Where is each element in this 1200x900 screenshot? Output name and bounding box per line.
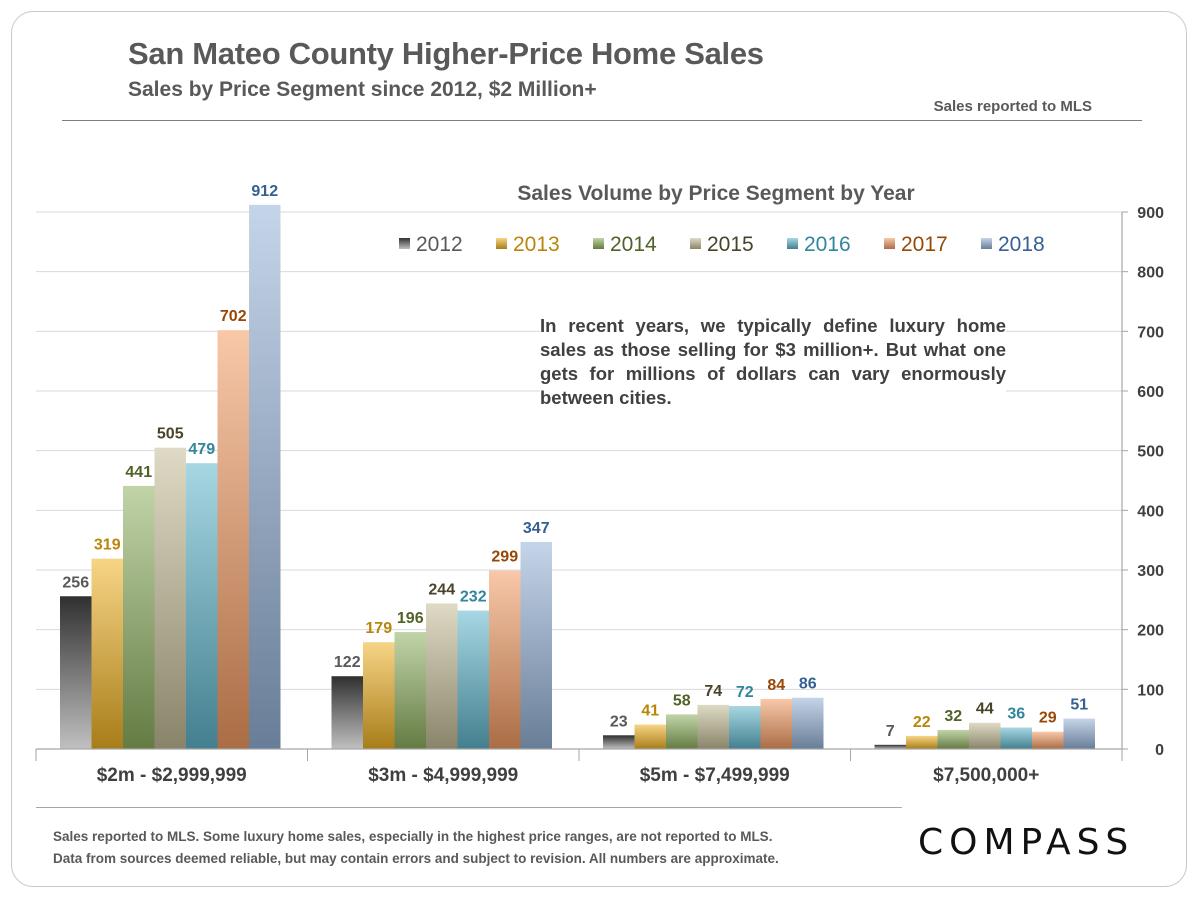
bar-2017: [489, 570, 521, 749]
data-label-2016: 72: [736, 684, 754, 701]
data-label-2012: 256: [62, 574, 89, 591]
data-label-2012: 23: [610, 713, 628, 730]
page-title: San Mateo County Higher-Price Home Sales: [128, 36, 764, 71]
bar-2018: [1063, 718, 1095, 749]
bar-2014: [666, 714, 698, 749]
x-category-label: $3m - $4,999,999: [368, 765, 518, 786]
bar-2014: [937, 729, 969, 749]
bar-2017: [217, 330, 249, 749]
data-label-2018: 86: [799, 676, 817, 693]
bar-2015: [154, 447, 186, 749]
bar-2015: [426, 603, 458, 749]
data-label-2013: 319: [94, 537, 121, 554]
bar-2015: [697, 704, 729, 749]
legend-label-2018: 2018: [998, 233, 1045, 256]
y-tick-label: 200: [1137, 623, 1164, 640]
footer-note: Sales reported to MLS. Some luxury home …: [53, 826, 779, 870]
data-label-2016: 36: [1007, 706, 1025, 723]
bar-2018: [249, 204, 281, 750]
data-label-2018: 347: [523, 520, 550, 537]
data-label-2013: 179: [365, 620, 392, 637]
data-label-2017: 29: [1039, 710, 1057, 727]
bar-2016: [186, 463, 218, 749]
data-label-2016: 479: [188, 441, 215, 458]
footer-line-1: Sales reported to MLS. Some luxury home …: [53, 829, 773, 844]
footer-line-2: Data from sources deemed reliable, but m…: [53, 851, 779, 866]
compass-logo: COMPASS: [918, 822, 1135, 863]
bar-2013: [91, 558, 123, 749]
bar-2017: [1032, 731, 1064, 749]
data-label-2014: 58: [673, 692, 691, 709]
data-label-2018: 912: [251, 183, 278, 200]
footer-divider: [36, 807, 902, 808]
bar-2018: [520, 541, 552, 749]
header-divider: [62, 120, 1142, 121]
bar-2018: [792, 697, 824, 749]
data-label-2018: 51: [1070, 697, 1088, 714]
bar-2014: [394, 632, 426, 749]
bar-2017: [760, 698, 792, 749]
x-category-label: $2m - $2,999,999: [97, 765, 247, 786]
data-label-2017: 702: [220, 308, 247, 325]
legend-swatch-2016: [787, 238, 798, 249]
data-label-2015: 74: [704, 683, 722, 700]
y-tick-label: 700: [1137, 324, 1164, 341]
legend-label-2015: 2015: [707, 233, 754, 256]
legend-swatch-2014: [593, 238, 604, 249]
data-label-2015: 44: [976, 701, 994, 718]
data-label-2015: 244: [428, 581, 455, 598]
legend-label-2013: 2013: [513, 233, 560, 256]
legend-swatch-2012: [399, 238, 410, 249]
y-tick-label: 100: [1137, 682, 1164, 699]
bar-2013: [363, 642, 395, 749]
data-label-2014: 441: [125, 464, 152, 481]
y-tick-label: 0: [1155, 742, 1164, 759]
legend-swatch-2013: [496, 238, 507, 249]
data-label-2015: 505: [157, 426, 184, 443]
data-label-2014: 196: [397, 610, 424, 627]
legend-swatch-2015: [690, 238, 701, 249]
data-label-2017: 84: [767, 677, 785, 694]
bar-2014: [123, 485, 155, 749]
legend-label-2017: 2017: [901, 233, 948, 256]
legend-swatch-2017: [884, 238, 895, 249]
bar-2016: [729, 706, 761, 749]
data-label-2014: 32: [944, 708, 962, 725]
data-label-2012: 7: [886, 723, 895, 740]
legend-label-2014: 2014: [610, 233, 657, 256]
y-tick-label: 800: [1137, 265, 1164, 282]
bar-2012: [603, 735, 635, 749]
bar-2012: [874, 744, 906, 749]
page-subtitle: Sales by Price Segment since 2012, $2 Mi…: [128, 78, 597, 101]
bar-2015: [969, 722, 1001, 749]
chart-title: Sales Volume by Price Segment by Year: [517, 182, 914, 205]
source-note: Sales reported to MLS: [933, 98, 1092, 115]
data-label-2013: 22: [913, 714, 931, 731]
y-tick-label: 500: [1137, 444, 1164, 461]
y-tick-label: 400: [1137, 503, 1164, 520]
legend-swatch-2018: [981, 238, 992, 249]
data-label-2017: 299: [491, 549, 518, 566]
annotation-text: In recent years, we typically define lux…: [540, 314, 1006, 410]
bar-2016: [1000, 727, 1032, 749]
y-tick-label: 600: [1137, 384, 1164, 401]
legend-label-2016: 2016: [804, 233, 851, 256]
data-label-2013: 41: [641, 703, 659, 720]
y-tick-label: 900: [1137, 205, 1164, 222]
bar-2012: [60, 596, 92, 749]
data-label-2012: 122: [334, 654, 361, 671]
y-tick-label: 300: [1137, 563, 1164, 580]
x-category-label: $5m - $7,499,999: [640, 765, 790, 786]
x-category-label: $7,500,000+: [933, 765, 1039, 786]
bar-2013: [906, 735, 938, 749]
bar-2012: [331, 676, 363, 749]
bar-2013: [634, 724, 666, 749]
data-label-2016: 232: [460, 589, 487, 606]
bar-2016: [457, 610, 489, 749]
legend-label-2012: 2012: [416, 233, 463, 256]
